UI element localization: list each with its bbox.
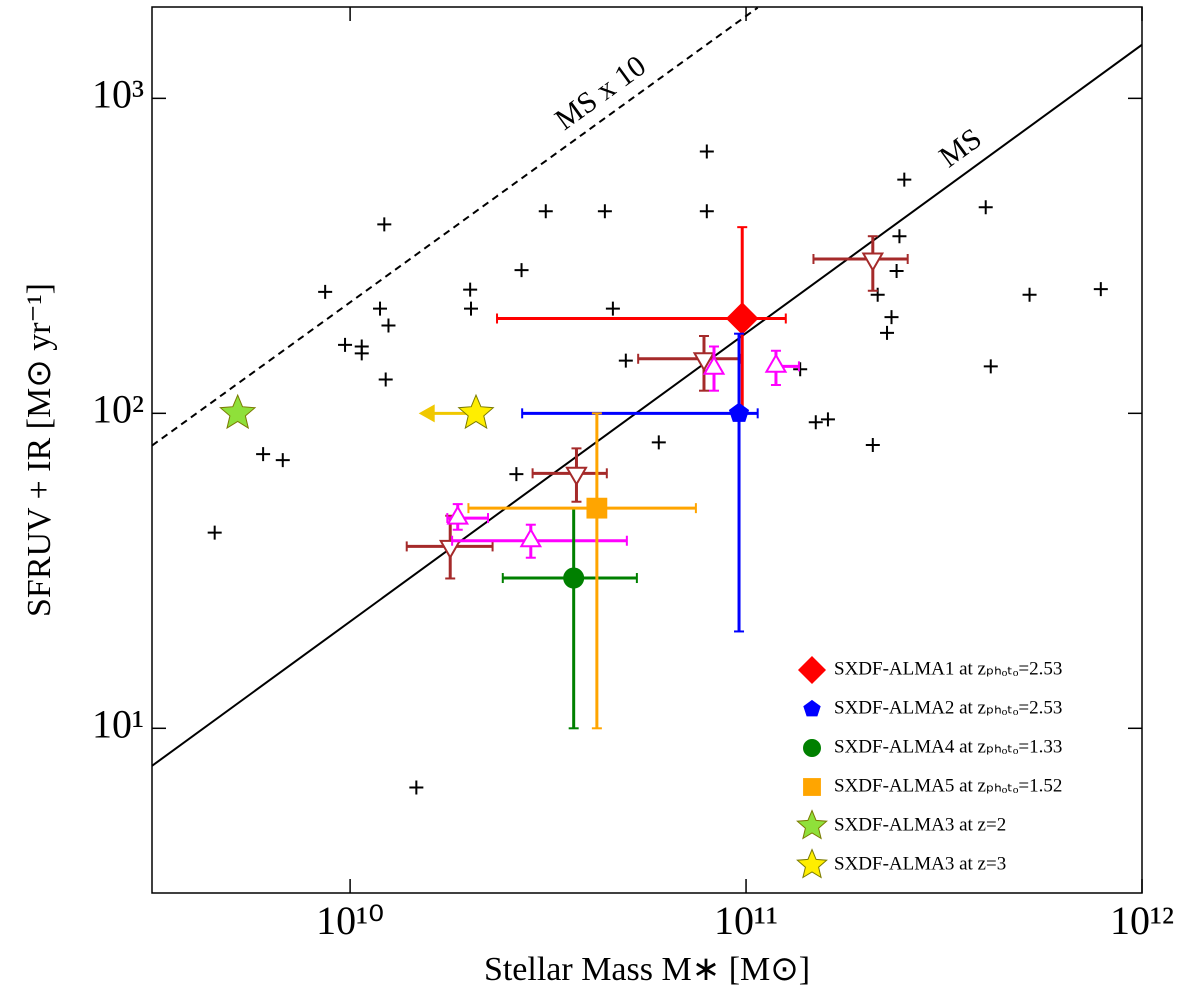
marker bbox=[618, 353, 633, 368]
legend-marker bbox=[803, 699, 821, 717]
marker bbox=[318, 284, 333, 299]
marker bbox=[381, 318, 396, 333]
marker bbox=[880, 325, 895, 340]
marker bbox=[565, 466, 588, 487]
marker bbox=[897, 172, 912, 187]
marker bbox=[820, 412, 835, 427]
marker bbox=[464, 301, 479, 316]
marker bbox=[764, 353, 788, 373]
plot-area bbox=[152, 7, 1142, 795]
marker bbox=[699, 204, 714, 219]
marker bbox=[373, 301, 388, 316]
marker bbox=[563, 567, 585, 589]
marker bbox=[438, 539, 462, 560]
marker bbox=[538, 204, 553, 219]
marker bbox=[983, 359, 998, 374]
marker bbox=[728, 402, 750, 422]
legend-marker bbox=[796, 848, 828, 879]
legend-marker bbox=[803, 778, 821, 796]
marker bbox=[861, 252, 885, 273]
marker bbox=[699, 144, 714, 159]
y-tick-label: 10¹ bbox=[92, 701, 144, 746]
marker bbox=[1093, 282, 1108, 297]
marker bbox=[463, 282, 478, 297]
marker bbox=[702, 355, 726, 375]
marker bbox=[808, 415, 823, 430]
marker bbox=[865, 438, 880, 453]
marker bbox=[354, 346, 369, 361]
line bbox=[152, 43, 1142, 767]
marker bbox=[605, 301, 620, 316]
marker bbox=[651, 435, 666, 450]
marker bbox=[509, 467, 524, 482]
marker bbox=[378, 372, 393, 387]
marker bbox=[377, 217, 392, 232]
legend-marker bbox=[803, 739, 821, 757]
y-tick-label: 10² bbox=[92, 387, 144, 432]
limit-arrow-head bbox=[418, 404, 435, 423]
legend-label: SXDF-ALMA3 at z=3 bbox=[834, 853, 1006, 874]
marker bbox=[409, 780, 424, 795]
marker bbox=[256, 447, 271, 462]
legend-label: SXDF-ALMA2 at zₚₕₒₜₒ=2.53 bbox=[834, 697, 1062, 718]
marker bbox=[978, 200, 993, 215]
x-tick-label: 10¹⁰ bbox=[316, 898, 384, 943]
x-tick-label: 10¹¹ bbox=[714, 898, 778, 943]
x-axis-label: Stellar Mass M∗ [M⊙] bbox=[484, 951, 810, 988]
marker bbox=[884, 310, 899, 325]
marker bbox=[514, 263, 529, 278]
legend-label: SXDF-ALMA4 at zₚₕₒₜₒ=1.33 bbox=[834, 736, 1062, 757]
frame bbox=[151, 6, 1143, 894]
marker bbox=[892, 229, 907, 244]
marker bbox=[586, 497, 608, 519]
y-axis-label: SFRUV + IR [M⊙ yr⁻¹] bbox=[21, 283, 58, 617]
marker bbox=[1022, 287, 1037, 302]
marker bbox=[519, 527, 543, 548]
marker bbox=[457, 393, 495, 430]
x-tick-label: 10¹² bbox=[1110, 898, 1174, 943]
legend-marker bbox=[797, 655, 827, 685]
marker bbox=[219, 393, 257, 430]
legend-label: SXDF-ALMA5 at zₚₕₒₜₒ=1.52 bbox=[834, 775, 1062, 796]
marker bbox=[793, 362, 808, 377]
legend-marker bbox=[796, 809, 828, 840]
legend-label: SXDF-ALMA1 at zₚₕₒₜₒ=2.53 bbox=[834, 658, 1062, 679]
marker bbox=[275, 453, 290, 468]
marker bbox=[207, 525, 222, 540]
marker bbox=[692, 352, 716, 372]
marker bbox=[338, 337, 353, 352]
marker bbox=[889, 264, 904, 279]
marker bbox=[597, 204, 612, 219]
marker bbox=[446, 505, 470, 525]
y-tick-label: 10³ bbox=[92, 72, 144, 117]
line bbox=[152, 7, 759, 447]
legend-label: SXDF-ALMA3 at z=2 bbox=[834, 814, 1006, 835]
